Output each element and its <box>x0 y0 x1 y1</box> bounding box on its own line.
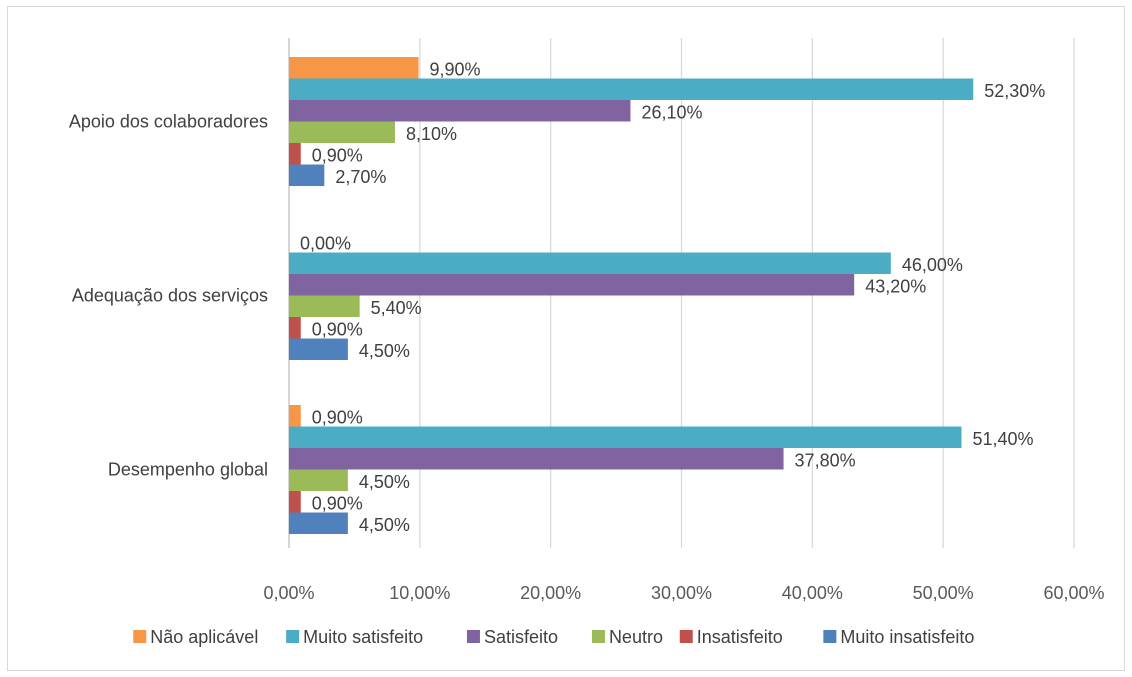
data-label: 43,20% <box>865 277 926 297</box>
data-label: 4,50% <box>359 341 410 361</box>
data-label: 0,90% <box>312 320 363 340</box>
bar <box>289 426 962 448</box>
bar <box>289 143 301 165</box>
legend-swatch <box>286 630 300 643</box>
bar <box>289 252 891 274</box>
bar <box>289 295 360 317</box>
data-label: 0,90% <box>312 494 363 514</box>
x-tick-label: 30,00% <box>651 583 712 603</box>
legend-swatch <box>591 630 605 643</box>
x-axis-tick-labels: 0,00% 10,00% 20,00% 30,00% 40,00% 50,00% 60,00… <box>263 583 1104 603</box>
legend-label: Muito insatisfeito <box>840 627 974 647</box>
bar <box>289 57 419 79</box>
bar <box>289 448 784 470</box>
x-tick-label: 20,00% <box>520 583 581 603</box>
bar <box>289 405 301 427</box>
data-label: 51,40% <box>972 429 1033 449</box>
legend-label: Insatisfeito <box>697 627 783 647</box>
category-label: Apoio dos colaboradores <box>69 112 268 132</box>
data-label: 0,90% <box>312 146 363 166</box>
legend-swatch <box>133 630 147 643</box>
x-tick-label: 0,00% <box>263 583 314 603</box>
x-tick-label: 60,00% <box>1043 583 1104 603</box>
bar <box>289 512 348 534</box>
data-labels: 9,90%52,30%26,10%8,10%0,90%2,70%0,00%46,… <box>300 60 1045 536</box>
bar <box>289 121 395 143</box>
bar <box>289 78 974 100</box>
data-label: 4,50% <box>359 515 410 535</box>
category-label: Desempenho global <box>108 460 268 480</box>
legend-swatch <box>466 630 480 643</box>
data-label: 8,10% <box>406 124 457 144</box>
data-label: 9,90% <box>430 60 481 80</box>
data-label: 52,30% <box>984 81 1045 101</box>
bar <box>289 338 348 360</box>
category-labels: Apoio dos colaboradores Adequação dos ser… <box>69 112 268 480</box>
x-tick-label: 50,00% <box>913 583 974 603</box>
bar <box>289 491 301 513</box>
bar <box>289 469 348 491</box>
data-label: 46,00% <box>902 255 963 275</box>
bar <box>289 274 855 296</box>
legend-label: Satisfeito <box>484 627 558 647</box>
x-tick-label: 10,00% <box>389 583 450 603</box>
legend-swatch <box>679 630 693 643</box>
data-label: 4,50% <box>359 472 410 492</box>
bar <box>289 164 325 186</box>
bar <box>289 100 631 122</box>
data-label: 26,10% <box>641 103 702 123</box>
data-label: 2,70% <box>335 167 386 187</box>
data-label: 37,80% <box>795 451 856 471</box>
legend: Não aplicável Muito satisfeito Satisfeito N… <box>133 627 974 647</box>
legend-label: Muito satisfeito <box>303 627 423 647</box>
x-tick-label: 40,00% <box>782 583 843 603</box>
bars <box>289 57 974 534</box>
legend-label: Não aplicável <box>150 627 258 647</box>
category-label: Adequação dos serviços <box>72 286 268 306</box>
data-label: 0,90% <box>312 408 363 428</box>
legend-label: Neutro <box>609 627 663 647</box>
data-label: 5,40% <box>371 298 422 318</box>
legend-swatch <box>823 630 837 643</box>
data-label: 0,00% <box>300 234 351 254</box>
bar <box>289 317 301 339</box>
